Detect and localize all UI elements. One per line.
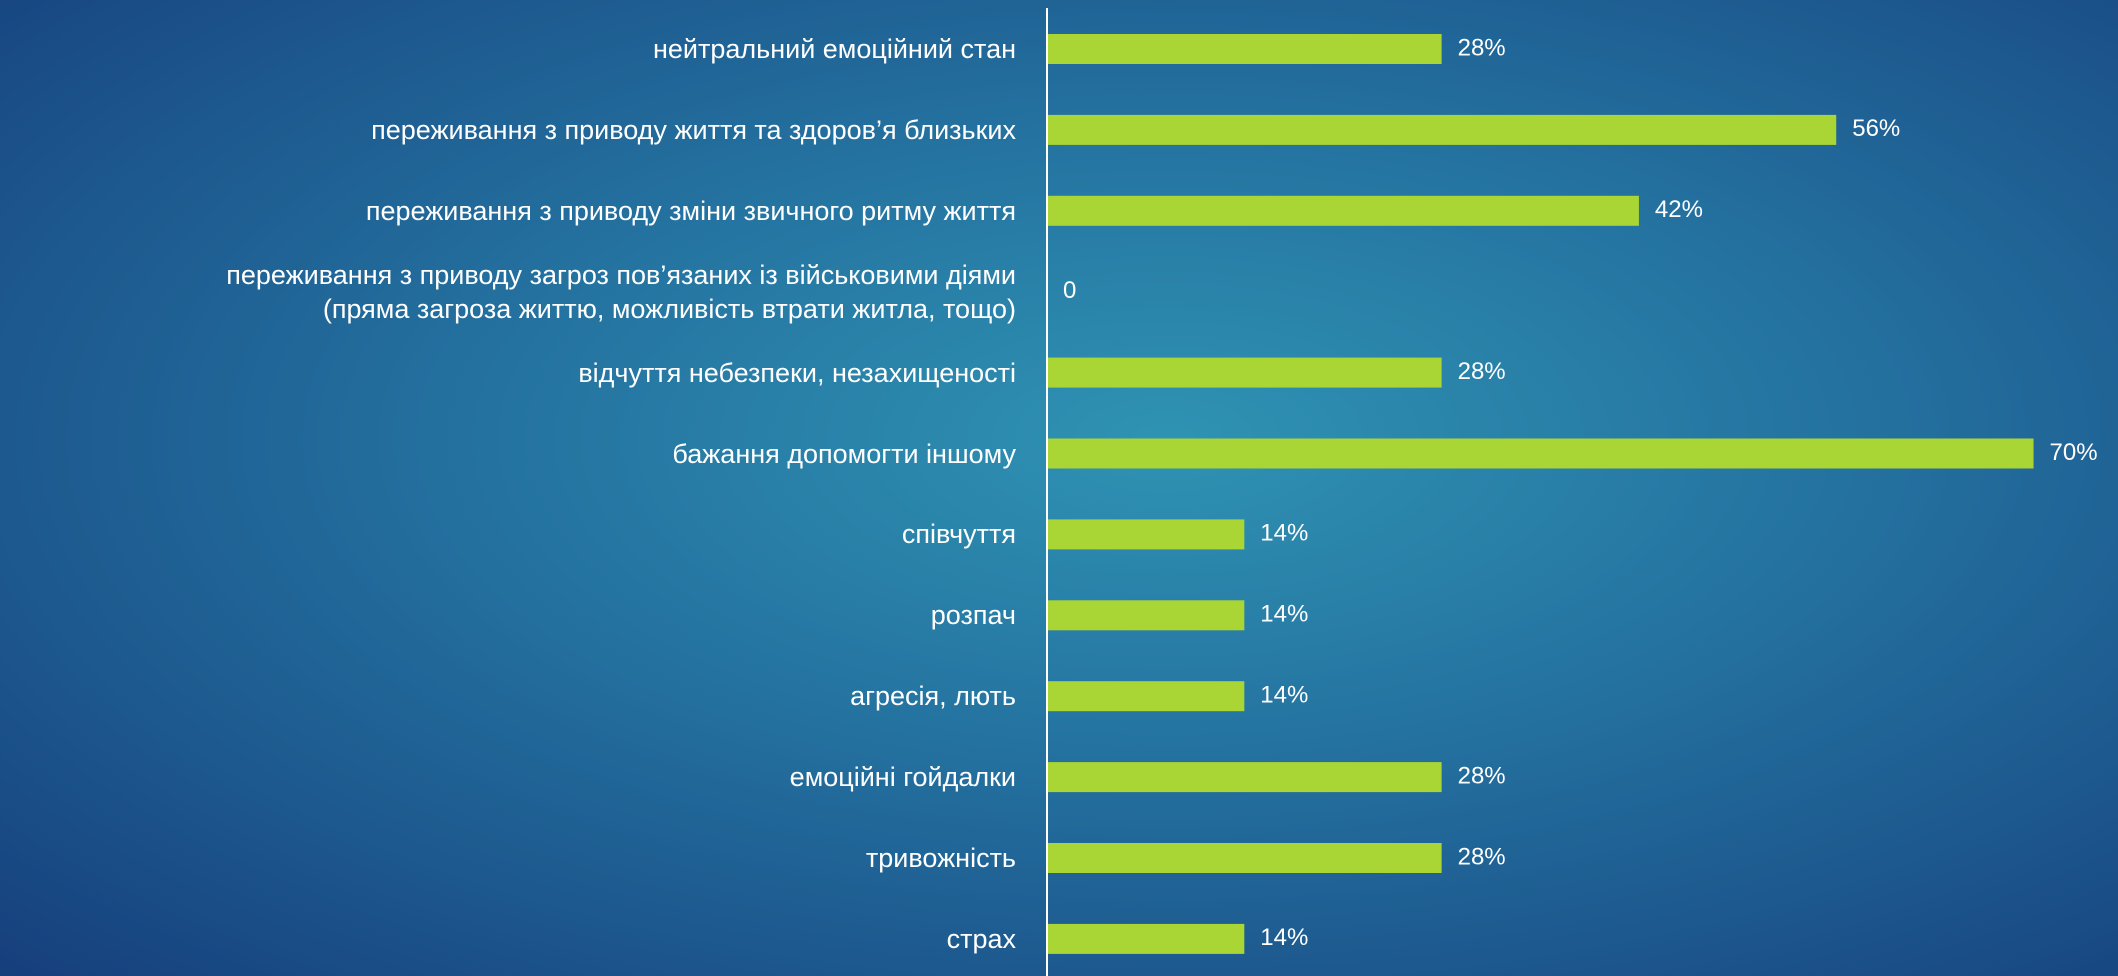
category-label: переживання з приводу зміни звичного рит… — [365, 195, 1016, 226]
data-label: 42% — [1655, 196, 1703, 223]
bar — [1047, 34, 1442, 64]
data-label: 14% — [1260, 601, 1308, 628]
data-label: 14% — [1260, 520, 1308, 547]
bar — [1047, 114, 1837, 145]
bar — [1047, 357, 1442, 388]
bar — [1047, 923, 1245, 954]
bar — [1047, 195, 1639, 226]
category-label: переживання з приводу загроз пов’язаних … — [226, 259, 1016, 324]
category-label: переживання з приводу життя та здоров’я … — [371, 114, 1016, 145]
bar — [1047, 762, 1442, 793]
data-label: 0 — [1063, 277, 1076, 304]
data-label: 28% — [1458, 358, 1506, 385]
data-label: 70% — [2050, 439, 2098, 466]
data-label: 14% — [1260, 924, 1308, 951]
bar — [1047, 519, 1245, 550]
bar — [1047, 600, 1245, 631]
bar — [1047, 681, 1245, 712]
data-label: 56% — [1852, 115, 1900, 142]
category-label: нейтральний емоційний стан — [652, 34, 1016, 64]
category-label: бажання допомогти іншому — [672, 438, 1016, 469]
data-label: 28% — [1458, 843, 1506, 870]
data-label: 28% — [1458, 34, 1506, 61]
category-label: тривожність — [865, 843, 1016, 873]
bar — [1047, 843, 1442, 873]
data-label: 14% — [1260, 682, 1308, 709]
category-label: емоційні гойдалки — [789, 762, 1016, 793]
bar — [1047, 438, 2034, 469]
category-label: відчуття небезпеки, незахищеності — [578, 357, 1016, 388]
data-label: 28% — [1458, 762, 1506, 789]
category-label: розпач — [930, 600, 1016, 631]
category-label: співчуття — [901, 519, 1016, 550]
category-label: агресія, лють — [850, 681, 1016, 712]
category-label: страх — [946, 923, 1016, 954]
